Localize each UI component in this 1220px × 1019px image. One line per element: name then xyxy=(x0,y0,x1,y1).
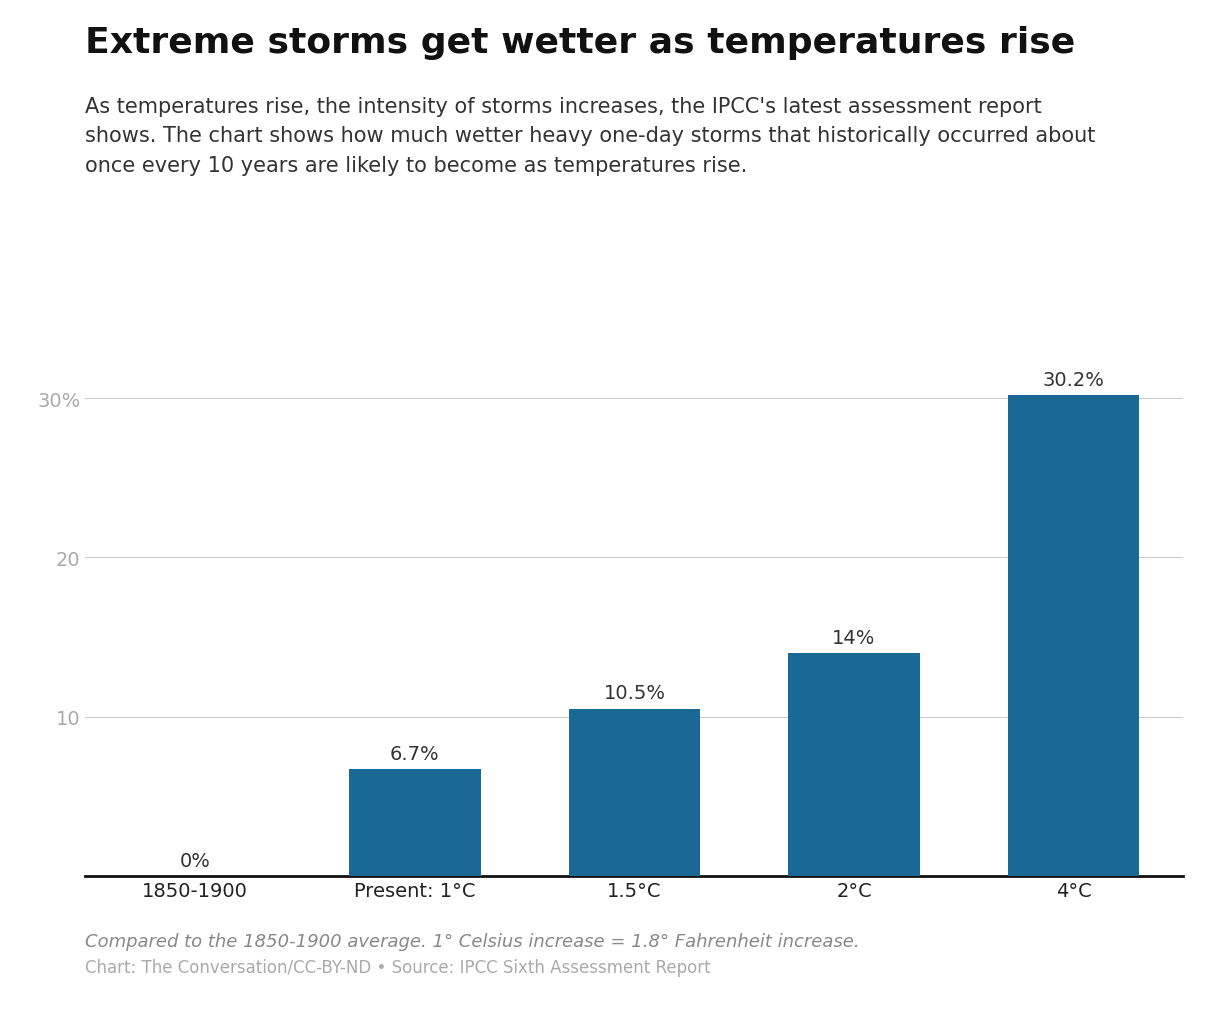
Text: 10.5%: 10.5% xyxy=(604,684,665,703)
Text: 0%: 0% xyxy=(179,851,211,870)
Text: As temperatures rise, the intensity of storms increases, the IPCC's latest asses: As temperatures rise, the intensity of s… xyxy=(85,97,1096,176)
Bar xyxy=(1008,395,1139,876)
Bar xyxy=(569,709,700,876)
Text: Compared to the 1850-1900 average. 1° Celsius increase = 1.8° Fahrenheit increas: Compared to the 1850-1900 average. 1° Ce… xyxy=(85,932,860,951)
Text: Chart: The Conversation/CC-BY-ND • Source: IPCC Sixth Assessment Report: Chart: The Conversation/CC-BY-ND • Sourc… xyxy=(85,958,711,976)
Text: 14%: 14% xyxy=(832,628,876,647)
Text: 30.2%: 30.2% xyxy=(1043,370,1104,389)
Text: 6.7%: 6.7% xyxy=(390,744,439,763)
Bar xyxy=(788,653,920,876)
Text: Extreme storms get wetter as temperatures rise: Extreme storms get wetter as temperature… xyxy=(85,25,1076,59)
Bar xyxy=(349,769,481,876)
